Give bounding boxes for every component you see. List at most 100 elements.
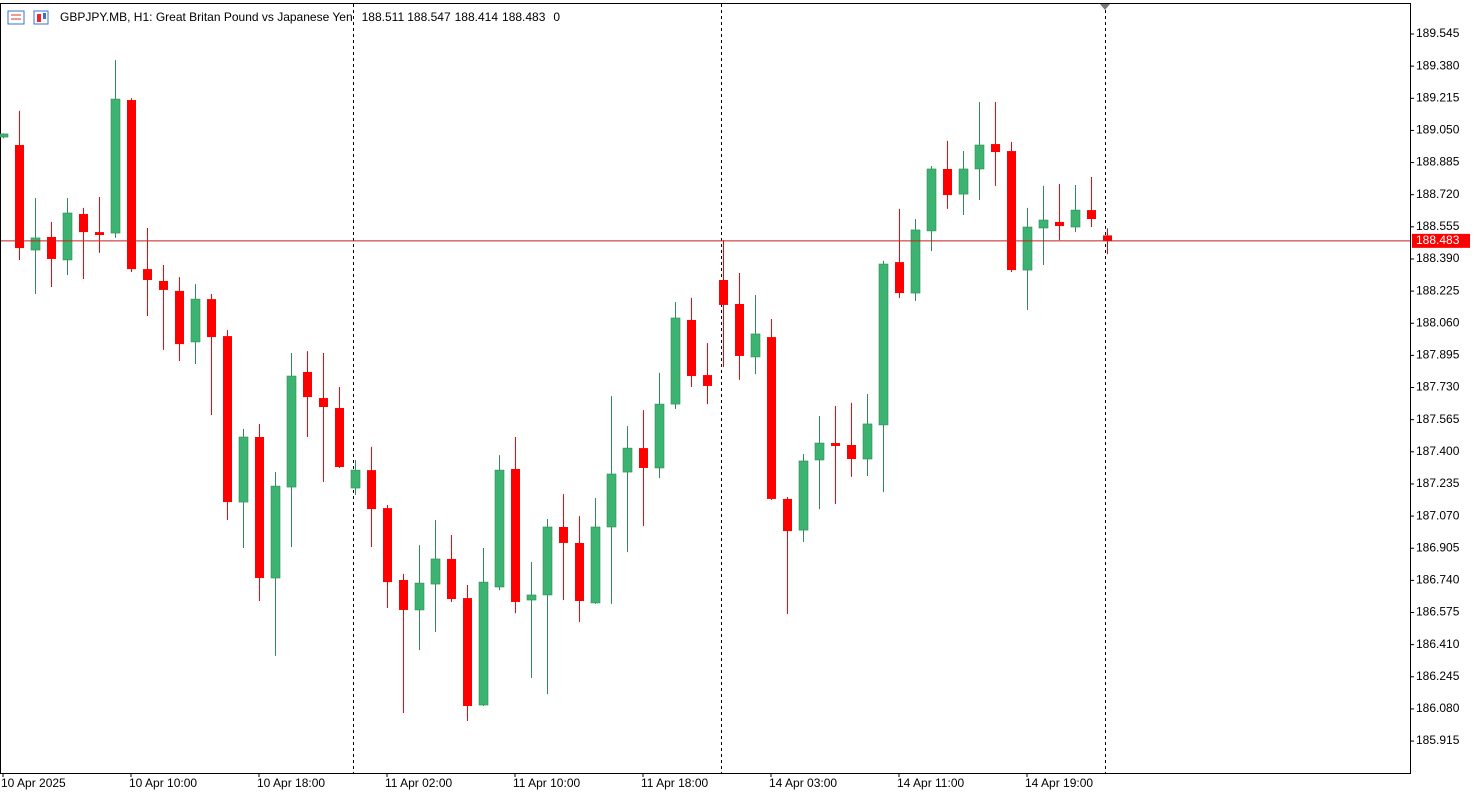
candle-body — [270, 485, 281, 579]
x-tick-label: 10 Apr 2025 — [1, 776, 66, 790]
candle-body — [735, 303, 744, 356]
candle-body — [0, 133, 9, 138]
header-close: 188.483 — [502, 10, 546, 24]
candle-body — [414, 582, 425, 611]
candle-body — [783, 498, 792, 532]
x-tick-label: 14 Apr 19:00 — [1025, 776, 1093, 790]
candle-body — [687, 319, 696, 377]
y-tick-label: 185.915 — [1416, 733, 1460, 747]
price-tag-label: 188.483 — [1416, 233, 1460, 247]
candle-body — [526, 594, 537, 601]
header: GBPJPY.MB, H1: Great Britan Pound vs Jap… — [60, 10, 560, 24]
y-tick-label: 187.235 — [1416, 476, 1460, 490]
shift-marker — [1100, 4, 1110, 10]
x-tick-label: 10 Apr 10:00 — [129, 776, 197, 790]
candle-body — [814, 442, 825, 461]
candle-body — [958, 168, 969, 195]
candle-body — [878, 263, 889, 426]
candle-body — [559, 526, 568, 543]
candle-body — [910, 229, 921, 294]
candle-body — [350, 469, 361, 489]
candle-body — [319, 398, 328, 408]
candle-body — [1087, 210, 1096, 220]
y-tick-label: 188.060 — [1416, 315, 1460, 329]
header-low: 188.414 — [455, 10, 499, 24]
y-tick-label: 189.050 — [1416, 123, 1460, 137]
header-title: GBPJPY.MB, H1: Great Britan Pound vs Jap… — [60, 10, 353, 24]
candle-body — [542, 526, 553, 596]
candle-body — [430, 558, 441, 585]
header-open: 188.511 — [362, 10, 405, 24]
x-tick-label: 11 Apr 10:00 — [513, 776, 580, 790]
y-tick-label: 186.410 — [1416, 637, 1460, 651]
y-tick-label: 186.905 — [1416, 540, 1460, 554]
candle-body — [30, 237, 41, 251]
candle-body — [207, 299, 216, 338]
candle-body — [974, 144, 985, 170]
y-tick-label: 187.565 — [1416, 412, 1460, 426]
candle-body — [303, 371, 312, 398]
candle-body — [767, 337, 776, 499]
candle-body — [15, 145, 24, 249]
candle-body — [654, 403, 665, 469]
candle-body — [750, 333, 761, 358]
header-high: 188.547 — [407, 10, 451, 24]
candle-body — [1055, 221, 1064, 227]
candle-body — [143, 269, 152, 281]
icon — [37, 14, 41, 22]
candle-body — [606, 473, 617, 528]
candle-body — [590, 526, 601, 604]
candle-body — [862, 423, 873, 460]
x-tick-label: 14 Apr 11:00 — [897, 776, 964, 790]
y-tick-label: 186.575 — [1416, 605, 1460, 619]
candle-body — [719, 280, 728, 305]
y-tick-label: 187.895 — [1416, 348, 1460, 362]
y-tick-label: 188.720 — [1416, 187, 1460, 201]
candle-body — [335, 407, 344, 467]
x-tick-label: 10 Apr 18:00 — [257, 776, 325, 790]
y-tick-label: 186.080 — [1416, 701, 1460, 715]
candle-body — [1007, 151, 1016, 271]
y-tick-label: 188.390 — [1416, 251, 1460, 265]
candle-body — [494, 469, 505, 588]
candle-body — [895, 262, 904, 294]
candle-body — [399, 579, 408, 610]
candle-body — [223, 336, 232, 503]
header-icons — [7, 10, 49, 25]
candle-body — [847, 444, 856, 460]
candle-body — [1038, 219, 1049, 229]
y-tick-label: 186.740 — [1416, 573, 1460, 587]
y-tick-label: 188.225 — [1416, 283, 1460, 297]
x-tick-label: 11 Apr 18:00 — [641, 776, 708, 790]
candle-body — [159, 280, 168, 290]
y-tick-label: 189.545 — [1416, 26, 1460, 40]
header-suffix: 0 — [553, 10, 560, 24]
candle-body — [175, 290, 184, 345]
candle-body — [62, 212, 73, 261]
candle-body — [670, 317, 681, 405]
candle-body — [47, 236, 56, 259]
candle-body — [1070, 209, 1081, 228]
icon — [7, 10, 25, 25]
icon — [43, 13, 46, 19]
candle-body — [238, 436, 249, 503]
y-tick-label: 186.245 — [1416, 669, 1460, 683]
candle-body — [1022, 226, 1033, 271]
candle-body — [286, 375, 297, 488]
candle-body — [639, 448, 648, 468]
x-tick-label: 11 Apr 02:00 — [385, 776, 452, 790]
candle-body — [110, 98, 121, 234]
candle-body — [190, 298, 201, 343]
candle-body — [367, 470, 376, 510]
x-tick-label: 14 Apr 03:00 — [769, 776, 837, 790]
candle-body — [575, 542, 584, 602]
plot-frame — [0, 3, 1411, 774]
candle-body — [943, 168, 952, 196]
candle-body — [798, 460, 809, 531]
candle-body — [463, 598, 472, 706]
y-tick-label: 187.070 — [1416, 508, 1460, 522]
price-tag — [1412, 233, 1470, 248]
y-tick-label: 189.215 — [1416, 90, 1460, 104]
